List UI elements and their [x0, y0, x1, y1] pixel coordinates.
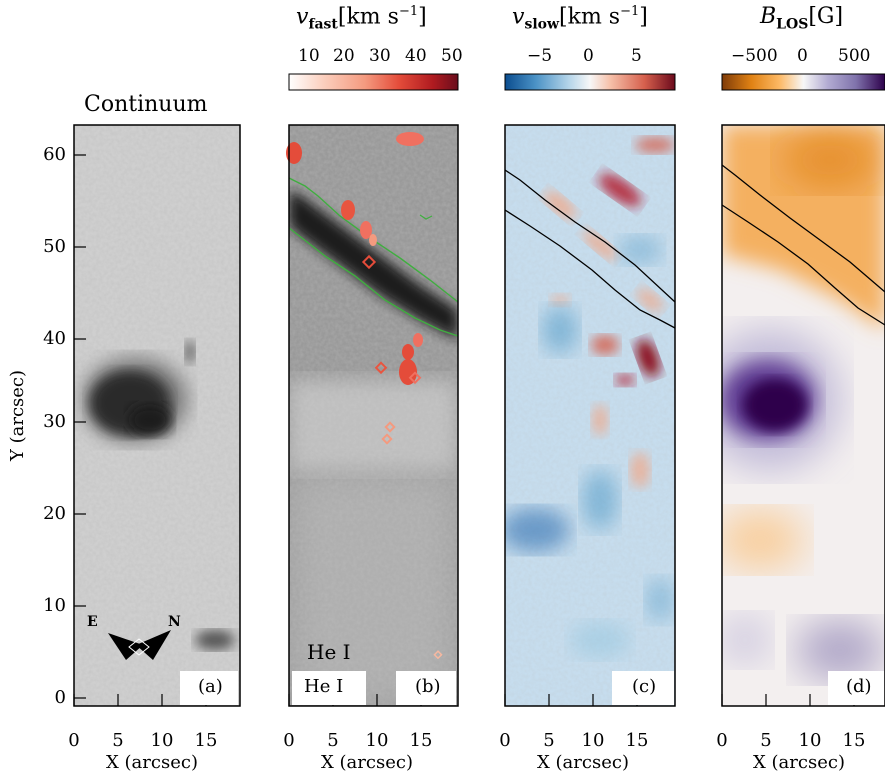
- x-tick-label: 5: [543, 730, 555, 751]
- colorbar-fast: [288, 73, 459, 91]
- y-tick-label: 20: [43, 503, 66, 524]
- compass-east-label: E: [87, 614, 98, 630]
- x-axis-title: X (arcsec): [106, 752, 198, 773]
- x-axis-title: X (arcsec): [753, 752, 845, 773]
- panel-b-title: vfast[km s−1]: [296, 4, 427, 33]
- y-tick-label: 10: [43, 595, 66, 616]
- panel-d-contour: [721, 164, 885, 293]
- x-axis-title: X (arcsec): [321, 752, 413, 773]
- panel-b-frame: [288, 124, 459, 707]
- y-axis-ticks: [74, 154, 86, 699]
- panel-c-label-box: [612, 671, 674, 705]
- y-tick-label: 60: [43, 144, 66, 165]
- panel-d-label: (d): [846, 676, 872, 697]
- panel-b-label: (b): [415, 676, 441, 697]
- panel-c-frame: [504, 124, 676, 707]
- panel-c-contour: [504, 169, 676, 303]
- x-tick-label: 0: [68, 730, 80, 751]
- x-tick-label: 15: [625, 730, 649, 751]
- y-tick-label: 50: [43, 236, 66, 257]
- x-tick-label: 15: [194, 730, 218, 751]
- x-axis-title: X (arcsec): [537, 752, 629, 773]
- y-axis-title: Y (arcsec): [7, 369, 29, 462]
- colorbar-blos-tick: 0: [797, 46, 808, 66]
- colorbar-fast-tick: 50: [441, 46, 463, 66]
- panel-d-frame: [721, 124, 885, 707]
- panel-b-fast-markers: [286, 132, 443, 660]
- panel-a-label: (a): [198, 676, 223, 697]
- panel-c-contour: [504, 209, 676, 329]
- x-tick-label: 0: [716, 730, 728, 751]
- x-tick-label: 0: [499, 730, 511, 751]
- x-tick-label: 5: [112, 730, 124, 751]
- colorbar-blos: [721, 73, 885, 91]
- colorbar-slow-tick: 5: [631, 46, 642, 66]
- y-tick-label: 40: [43, 328, 66, 349]
- panel-b-contour: [288, 177, 459, 303]
- panel-b-extra-label: He I: [307, 640, 351, 664]
- colorbar-fast-tick: 10: [298, 46, 320, 66]
- panel-b-label-box: [396, 671, 456, 705]
- panel-c-title: vslow[km s−1]: [512, 4, 648, 33]
- x-tick-label: 0: [283, 730, 295, 751]
- panel-b-line-label: He I: [304, 676, 344, 697]
- x-tick-label: 15: [409, 730, 433, 751]
- x-tick-label: 10: [365, 730, 389, 751]
- panel-c-label: (c): [632, 676, 657, 697]
- x-tick-label: 5: [327, 730, 339, 751]
- panel-c-image: [505, 125, 675, 706]
- x-tick-label: 10: [581, 730, 605, 751]
- panel-b-line-box: [292, 671, 366, 705]
- y-tick-label: 30: [43, 411, 66, 432]
- compass-north-label: N: [168, 614, 181, 630]
- colorbar-fast-tick: 30: [369, 46, 391, 66]
- panel-a-title: Continuum: [84, 92, 208, 117]
- x-tick-label: 10: [150, 730, 174, 751]
- compass: [108, 630, 171, 660]
- colorbar-slow: [504, 73, 676, 91]
- panel-b-contour: [419, 214, 433, 220]
- panel-b-contour: [288, 227, 459, 337]
- panel-b-image: [289, 125, 458, 706]
- colorbar-blos-tick: −500: [731, 46, 778, 66]
- panel-d-image: [722, 125, 885, 706]
- x-tick-label: 15: [842, 730, 866, 751]
- panel-d-contour: [721, 204, 885, 326]
- colorbar-fast-tick: 20: [333, 46, 355, 66]
- colorbar-blos-tick: 500: [838, 46, 871, 66]
- y-tick-label: 0: [54, 687, 66, 708]
- colorbar-slow-tick: 0: [583, 46, 594, 66]
- x-tick-label: 10: [798, 730, 822, 751]
- panel-d-label-box: [828, 671, 884, 705]
- panel-a-frame: [73, 124, 241, 707]
- colorbar-slow-tick: −5: [527, 46, 553, 66]
- panel-a-label-box: [180, 671, 238, 705]
- panel-a-image: [74, 125, 240, 706]
- panel-d-title: BLOS[G]: [760, 4, 844, 33]
- colorbar-fast-tick: 40: [405, 46, 427, 66]
- x-tick-label: 5: [760, 730, 772, 751]
